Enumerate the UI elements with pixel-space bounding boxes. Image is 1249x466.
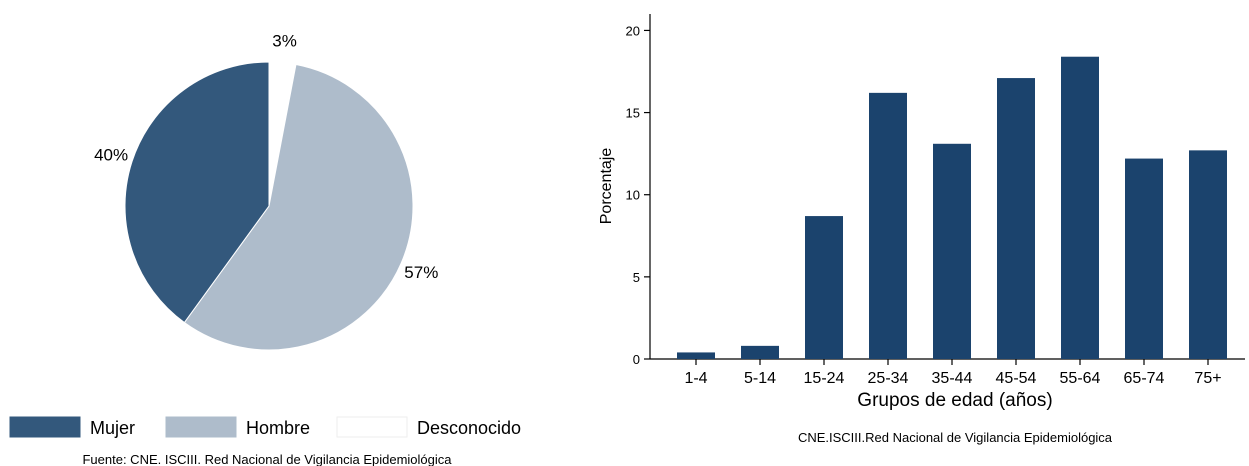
pie-slice-label-hombre: 57% — [404, 263, 438, 282]
legend-label-mujer: Mujer — [90, 418, 135, 438]
bar-15-24 — [805, 216, 843, 359]
x-tick-label: 65-74 — [1124, 370, 1165, 387]
pie-slice-label-desconocido: 3% — [272, 32, 297, 51]
y-tick-label: 15 — [626, 106, 640, 121]
legend-label-hombre: Hombre — [246, 418, 310, 438]
y-axis-label: Porcentaje — [598, 148, 615, 225]
legend-swatch-hombre — [165, 416, 237, 438]
legend-label-desconocido: Desconocido — [417, 418, 521, 438]
y-tick-label: 20 — [626, 23, 640, 38]
bar-5-14 — [741, 345, 779, 359]
y-tick-label: 10 — [626, 188, 640, 203]
pie-slice-label-mujer: 40% — [94, 146, 128, 165]
y-tick-label: 0 — [633, 352, 640, 367]
bar-25-34 — [869, 92, 907, 359]
x-tick-label: 5-14 — [744, 370, 776, 387]
pie-source-note: Fuente: CNE. ISCIII. Red Nacional de Vig… — [82, 452, 452, 466]
legend-swatch-desconocido — [336, 416, 408, 438]
x-tick-label: 45-54 — [996, 370, 1037, 387]
pie-legend: Mujer Hombre Desconocido — [9, 416, 521, 438]
x-tick-label: 75+ — [1194, 370, 1221, 387]
x-axis-label: Grupos de edad (años) — [857, 390, 1052, 411]
x-tick-label: 55-64 — [1060, 370, 1101, 387]
bar-55-64 — [1061, 56, 1099, 359]
x-tick-label: 15-24 — [804, 370, 845, 387]
pie-slice-mujer — [124, 61, 270, 324]
x-tick-label: 35-44 — [932, 370, 973, 387]
bar-35-44 — [933, 143, 971, 359]
bar-65-74 — [1125, 158, 1163, 359]
pie-chart: 3% 57% 40% — [94, 32, 438, 351]
bar-45-54 — [997, 78, 1035, 360]
bar-75+ — [1189, 150, 1227, 359]
x-tick-label: 25-34 — [868, 370, 909, 387]
x-tick-label: 1-4 — [684, 370, 707, 387]
legend-swatch-mujer — [9, 416, 81, 438]
bar-chart: 0 5 10 15 20 1-4 5-14 15-24 25-34 35-44 45-54 55-64… — [626, 14, 1245, 387]
bar-1-4 — [677, 352, 715, 359]
y-tick-label: 5 — [633, 270, 640, 285]
pie-slice-hombre — [183, 63, 414, 351]
bar-source-note: CNE.ISCIII.Red Nacional de Vigilancia Ep… — [798, 430, 1113, 445]
